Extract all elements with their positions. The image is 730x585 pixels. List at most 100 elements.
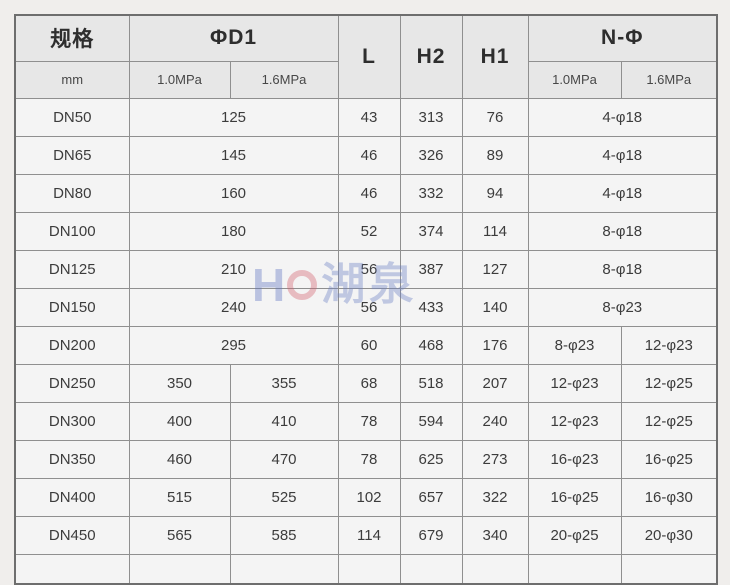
l-cell: 114 <box>337 515 401 555</box>
h1-cell: 207 <box>461 363 529 403</box>
n-16-cell: 12-φ23 <box>620 325 718 365</box>
table-row: DN300 400 410 78 594 240 12-φ23 12-φ25 <box>14 401 718 441</box>
header-row-2: mm 1.0MPa 1.6MPa 1.0MPa 1.6MPa <box>14 60 718 99</box>
l-cell: 68 <box>337 363 401 403</box>
header-unit: mm <box>14 60 130 99</box>
h2-cell: 657 <box>399 477 463 517</box>
n-10-cell: 12-φ23 <box>527 401 622 441</box>
table-row: DN80 160 46 332 94 4-φ18 <box>14 173 718 213</box>
h2-cell: 374 <box>399 211 463 251</box>
d1-cell: 145 <box>128 135 339 175</box>
table-row: DN450 565 585 114 679 340 20-φ25 20-φ30 <box>14 515 718 555</box>
empty-cell <box>229 553 339 584</box>
h1-cell: 340 <box>461 515 529 555</box>
header-d1-10mpa: 1.0MPa <box>128 60 231 99</box>
spec-table: 规格 ΦD1 L H2 H1 N-Φ mm 1.0MPa 1.6MPa 1.0M… <box>14 14 718 585</box>
n-16-cell: 16-φ30 <box>620 477 718 517</box>
l-cell: 46 <box>337 173 401 213</box>
h2-cell: 594 <box>399 401 463 441</box>
d1-cell: 240 <box>128 287 339 327</box>
dn-cell: DN200 <box>14 325 130 365</box>
h1-cell: 176 <box>461 325 529 365</box>
n-10-cell: 8-φ23 <box>527 325 622 365</box>
d1-cell: 295 <box>128 325 339 365</box>
d1-10-cell: 350 <box>128 363 231 403</box>
l-cell: 78 <box>337 401 401 441</box>
d1-16-cell: 410 <box>229 401 339 441</box>
h1-cell: 240 <box>461 401 529 441</box>
n-16-cell: 16-φ25 <box>620 439 718 479</box>
h2-cell: 679 <box>399 515 463 555</box>
h2-cell: 313 <box>399 97 463 137</box>
h1-cell: 76 <box>461 97 529 137</box>
header-n-10mpa: 1.0MPa <box>527 60 622 99</box>
h2-cell: 625 <box>399 439 463 479</box>
d1-16-cell: 470 <box>229 439 339 479</box>
h1-cell: 89 <box>461 135 529 175</box>
d1-cell: 180 <box>128 211 339 251</box>
empty-cell <box>14 553 130 584</box>
table-row: DN50 125 43 313 76 4-φ18 <box>14 97 718 137</box>
l-cell: 78 <box>337 439 401 479</box>
header-l: L <box>337 14 401 99</box>
d1-16-cell: 355 <box>229 363 339 403</box>
table-header: 规格 ΦD1 L H2 H1 N-Φ mm 1.0MPa 1.6MPa 1.0M… <box>14 14 718 99</box>
l-cell: 60 <box>337 325 401 365</box>
empty-cell <box>337 553 401 584</box>
n-10-cell: 20-φ25 <box>527 515 622 555</box>
dn-cell: DN50 <box>14 97 130 137</box>
l-cell: 102 <box>337 477 401 517</box>
h2-cell: 518 <box>399 363 463 403</box>
table-body: DN50 125 43 313 76 4-φ18 DN65 145 46 326… <box>14 97 718 584</box>
d1-cell: 160 <box>128 173 339 213</box>
header-h2: H2 <box>399 14 463 99</box>
empty-cell <box>620 553 718 584</box>
h1-cell: 273 <box>461 439 529 479</box>
dn-cell: DN300 <box>14 401 130 441</box>
n-16-cell: 20-φ30 <box>620 515 718 555</box>
n-10-cell: 16-φ23 <box>527 439 622 479</box>
n-cell: 8-φ23 <box>527 287 718 327</box>
d1-10-cell: 460 <box>128 439 231 479</box>
header-n-phi: N-Φ <box>527 14 718 62</box>
h1-cell: 127 <box>461 249 529 289</box>
dn-cell: DN350 <box>14 439 130 479</box>
h1-cell: 94 <box>461 173 529 213</box>
l-cell: 52 <box>337 211 401 251</box>
dn-cell: DN250 <box>14 363 130 403</box>
table-row: DN400 515 525 102 657 322 16-φ25 16-φ30 <box>14 477 718 517</box>
n-10-cell: 16-φ25 <box>527 477 622 517</box>
empty-cell <box>527 553 622 584</box>
table-row: DN125 210 56 387 127 8-φ18 <box>14 249 718 289</box>
empty-cell <box>128 553 231 584</box>
table-row: DN200 295 60 468 176 8-φ23 12-φ23 <box>14 325 718 365</box>
d1-10-cell: 515 <box>128 477 231 517</box>
d1-16-cell: 585 <box>229 515 339 555</box>
l-cell: 56 <box>337 249 401 289</box>
table-row: DN100 180 52 374 114 8-φ18 <box>14 211 718 251</box>
l-cell: 56 <box>337 287 401 327</box>
n-cell: 4-φ18 <box>527 173 718 213</box>
h2-cell: 433 <box>399 287 463 327</box>
dn-cell: DN65 <box>14 135 130 175</box>
n-cell: 8-φ18 <box>527 211 718 251</box>
n-cell: 4-φ18 <box>527 135 718 175</box>
n-cell: 8-φ18 <box>527 249 718 289</box>
d1-10-cell: 565 <box>128 515 231 555</box>
dn-cell: DN100 <box>14 211 130 251</box>
dn-cell: DN125 <box>14 249 130 289</box>
header-spec: 规格 <box>14 14 130 62</box>
header-h1: H1 <box>461 14 529 99</box>
header-n-16mpa: 1.6MPa <box>620 60 718 99</box>
h2-cell: 326 <box>399 135 463 175</box>
table-row: DN250 350 355 68 518 207 12-φ23 12-φ25 <box>14 363 718 403</box>
dn-cell: DN400 <box>14 477 130 517</box>
table-row: DN65 145 46 326 89 4-φ18 <box>14 135 718 175</box>
d1-10-cell: 400 <box>128 401 231 441</box>
dn-cell: DN150 <box>14 287 130 327</box>
dn-cell: DN80 <box>14 173 130 213</box>
l-cell: 43 <box>337 97 401 137</box>
n-16-cell: 12-φ25 <box>620 401 718 441</box>
header-d1: ΦD1 <box>128 14 339 62</box>
